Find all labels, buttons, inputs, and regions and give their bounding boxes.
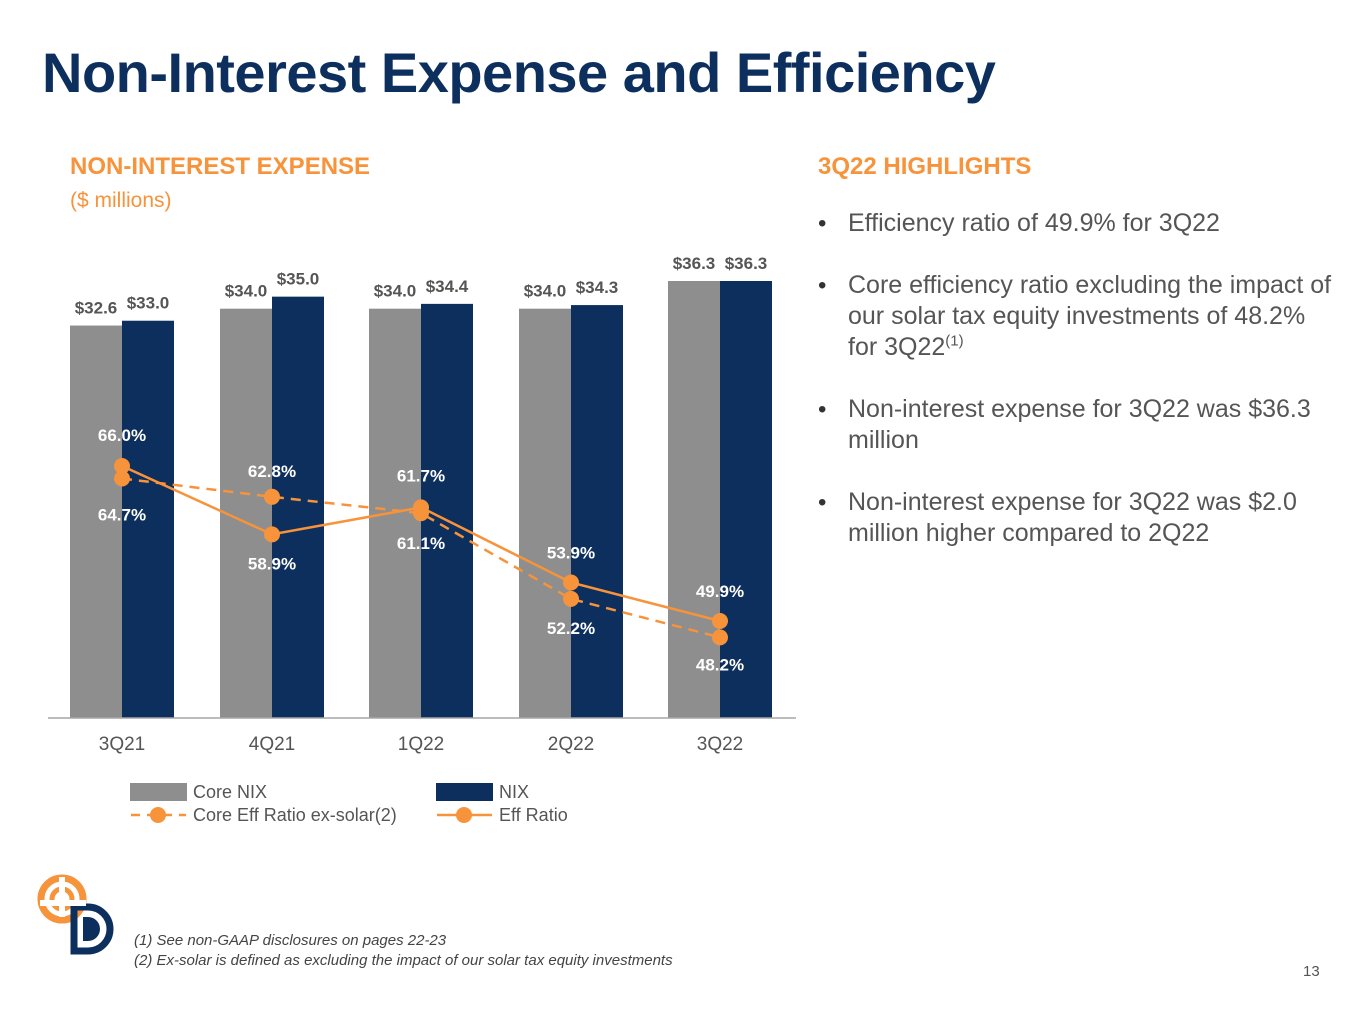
eff-ratio-marker: [114, 458, 130, 474]
highlight-item: Non-interest expense for 3Q22 was $36.3 …: [818, 394, 1338, 456]
core-nix-value-label: $34.0: [374, 282, 417, 301]
eff-ratio-value-label: 66.0%: [98, 426, 146, 445]
eff-ratio-marker: [712, 613, 728, 629]
legend-eff-ratio-label: Eff Ratio: [499, 804, 568, 825]
highlight-item: Core efficiency ratio excluding the impa…: [818, 270, 1338, 363]
legend-nix-label: NIX: [499, 781, 530, 802]
x-tick-label: 4Q21: [249, 734, 295, 755]
core-eff-ratio-marker: [114, 470, 130, 487]
core-nix-bar: [668, 281, 720, 718]
nix-value-label: $33.0: [127, 294, 170, 313]
chart-subheading: ($ millions): [70, 189, 172, 212]
x-tick-label: 1Q22: [398, 734, 444, 755]
highlights-list: Efficiency ratio of 49.9% for 3Q22 Core …: [818, 208, 1338, 580]
company-logo: [37, 874, 114, 955]
highlight-text: Non-interest expense for 3Q22 was $36.3 …: [848, 395, 1311, 454]
nix-bar: [720, 281, 772, 718]
x-tick-label: 3Q22: [697, 734, 743, 755]
eff-ratio-marker: [264, 526, 280, 543]
legend-core-nix-swatch: [130, 783, 187, 801]
core-eff-ratio-value-label: 52.2%: [547, 619, 595, 638]
core-eff-ratio-value-label: 64.7%: [98, 506, 146, 525]
footnote-1: (1) See non-GAAP disclosures on pages 22…: [134, 932, 447, 949]
highlight-text: Core efficiency ratio excluding the impa…: [848, 271, 1332, 361]
legend-nix: NIX: [436, 781, 529, 803]
highlight-item: Non-interest expense for 3Q22 was $2.0 m…: [818, 487, 1338, 549]
legend-core-eff-ratio: Core Eff Ratio ex-solar(2): [130, 804, 397, 826]
nix-bar: [122, 320, 174, 718]
eff-ratio-marker: [413, 499, 429, 516]
nix-value-label: $34.4: [426, 277, 469, 296]
chart-legend: Core NIX NIX Core Eff Ratio ex-solar(2) …: [130, 781, 650, 829]
eff-ratio-value-label: 49.9%: [696, 582, 744, 601]
chart-heading: NON-INTEREST EXPENSE: [70, 153, 371, 180]
core-eff-ratio-marker: [712, 629, 728, 646]
core-eff-ratio-value-label: 61.1%: [397, 534, 445, 553]
core-nix-value-label: $34.0: [524, 282, 567, 301]
x-tick-label: 2Q22: [548, 734, 594, 755]
page-number: 13: [1303, 963, 1320, 980]
highlight-text: Efficiency ratio of 49.9% for 3Q22: [848, 209, 1220, 237]
core-eff-ratio-marker: [563, 590, 579, 607]
highlight-text: Non-interest expense for 3Q22 was $2.0 m…: [848, 488, 1297, 547]
nix-bar: [272, 296, 324, 718]
x-tick-label: 3Q21: [99, 734, 145, 755]
legend-core-nix-label: Core NIX: [193, 781, 268, 802]
nix-value-label: $36.3: [725, 254, 768, 273]
eff-ratio-value-label: 58.9%: [248, 554, 296, 573]
core-nix-value-label: $34.0: [225, 282, 268, 301]
core-eff-ratio-value-label: 48.2%: [696, 655, 744, 674]
nix-bar: [571, 305, 623, 718]
core-nix-value-label: $36.3: [673, 254, 716, 273]
core-eff-ratio-marker: [264, 488, 280, 505]
eff-ratio-marker: [563, 574, 579, 591]
non-interest-expense-chart: $32.6 $33.0 $34.0 $35.0 $34.0 $34.4 $34.0 $34.3…: [48, 254, 796, 755]
legend-eff-ratio: Eff Ratio: [436, 804, 568, 826]
highlight-footnote-ref: (1): [945, 332, 964, 350]
slide-title: Non-Interest Expense and Efficiency: [42, 41, 996, 104]
legend-core-nix: Core NIX: [130, 781, 267, 803]
core-nix-bar: [70, 325, 122, 718]
highlights-heading: 3Q22 HIGHLIGHTS: [818, 153, 1032, 180]
legend-nix-swatch: [436, 783, 493, 801]
footnotes: (1) See non-GAAP disclosures on pages 22…: [134, 931, 673, 971]
nix-value-label: $34.3: [576, 278, 619, 297]
legend-core-eff-ratio-label: Core Eff Ratio ex-solar(2): [193, 804, 397, 825]
legend-solid-line-marker: [437, 807, 492, 823]
core-eff-ratio-value-label: 62.8%: [248, 462, 296, 481]
core-nix-value-label: $32.6: [75, 299, 118, 318]
legend-dashed-line-marker: [131, 807, 186, 823]
core-nix-bar: [519, 308, 571, 718]
highlight-item: Efficiency ratio of 49.9% for 3Q22: [818, 208, 1338, 239]
nix-value-label: $35.0: [277, 270, 320, 289]
eff-ratio-value-label: 61.7%: [397, 466, 445, 485]
eff-ratio-value-label: 53.9%: [547, 543, 595, 562]
footnote-2: (2) Ex-solar is defined as excluding the…: [134, 952, 673, 969]
